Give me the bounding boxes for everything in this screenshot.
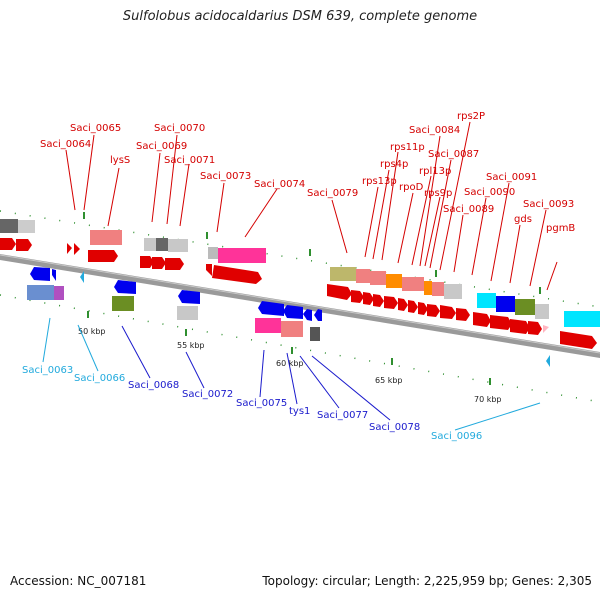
- gene-arrow: [363, 292, 374, 305]
- gene-arrow: [398, 298, 408, 311]
- feature-cluster-2: [140, 238, 266, 284]
- gene-arrow: [327, 284, 352, 300]
- gene-arrow: [178, 290, 200, 304]
- gene-label[interactable]: Saci_0068: [128, 380, 179, 391]
- scale-label: 60 kbp: [276, 359, 304, 368]
- gene-arrow: [140, 256, 154, 268]
- gene-arrow: [52, 269, 56, 281]
- gene-label[interactable]: Saci_0074: [254, 179, 305, 190]
- feature-cluster-1: [0, 219, 122, 262]
- gene-label[interactable]: Saci_0089: [443, 204, 494, 215]
- scale-label: 55 kbp: [177, 341, 205, 350]
- major-ticks: [83, 212, 541, 385]
- gene-label[interactable]: rpoD: [399, 182, 424, 193]
- gene-arrow: [384, 296, 398, 309]
- gene-label[interactable]: Saci_0084: [409, 125, 460, 136]
- map-title: Sulfolobus acidocaldarius DSM 639, compl…: [122, 9, 478, 24]
- bottom-leader-lines: [42, 317, 541, 431]
- gene-label[interactable]: Saci_0066: [74, 373, 125, 384]
- gene-arrow: [67, 243, 72, 254]
- gene-label[interactable]: Saci_0072: [182, 389, 233, 400]
- gene-label[interactable]: rps9p: [424, 188, 452, 199]
- gene-arrow: [212, 265, 262, 284]
- gene-arrow: [440, 305, 456, 319]
- scale-label: 70 kbp: [474, 395, 502, 404]
- gene-label[interactable]: Saci_0075: [236, 398, 287, 409]
- gene-arrow: [152, 257, 166, 269]
- gene-label[interactable]: Saci_0070: [154, 123, 205, 134]
- gene-arrow: [30, 267, 50, 281]
- gene-arrow: [560, 331, 597, 349]
- gene-arrow: [510, 319, 530, 334]
- gene-label[interactable]: lysS: [110, 155, 130, 166]
- gene-label[interactable]: rps2P: [457, 111, 485, 122]
- gene-label[interactable]: Saci_0063: [22, 365, 73, 376]
- gene-label[interactable]: Saci_0087: [428, 149, 479, 160]
- gene-label[interactable]: gds: [514, 214, 532, 225]
- accession-text: Accession: NC_007181: [10, 574, 147, 588]
- gene-arrow: [408, 300, 418, 313]
- gene-arrow: [314, 309, 322, 321]
- gene-label[interactable]: Saci_0069: [136, 141, 187, 152]
- gene-arrow: [283, 305, 303, 319]
- gene-label[interactable]: pgmB: [546, 223, 575, 234]
- gene-label[interactable]: Saci_0096: [431, 431, 482, 442]
- gene-arrow: [114, 280, 136, 294]
- gene-arrow: [456, 308, 470, 321]
- gene-label[interactable]: rps11p: [390, 142, 425, 153]
- feature-cluster-bottom: [27, 267, 550, 367]
- gene-label[interactable]: rpl13p: [419, 166, 451, 177]
- gene-arrow: [473, 312, 491, 327]
- feature-cluster-4: [473, 293, 600, 349]
- gene-arrow: [373, 294, 384, 307]
- gene-arrow: [258, 301, 284, 316]
- top-leader-lines: [65, 121, 558, 291]
- gene-label[interactable]: Saci_0073: [200, 171, 251, 182]
- gene-arrow: [351, 290, 364, 303]
- gene-arrow: [418, 302, 428, 315]
- gene-arrow: [546, 355, 550, 367]
- gene-arrow: [74, 243, 80, 255]
- gene-label[interactable]: Saci_0065: [70, 123, 121, 134]
- gene-label[interactable]: tys1: [289, 406, 310, 417]
- gene-label[interactable]: Saci_0071: [164, 155, 215, 166]
- gene-label[interactable]: Saci_0064: [40, 139, 91, 150]
- backbone-highlight: [0, 254, 600, 354]
- feature-cluster-3: [327, 267, 470, 321]
- gene-arrow: [543, 325, 549, 333]
- gene-arrow: [528, 321, 542, 335]
- gene-label[interactable]: Saci_0091: [486, 172, 537, 183]
- gene-arrow: [80, 271, 84, 283]
- gene-label[interactable]: Saci_0090: [464, 187, 515, 198]
- gene-arrow: [0, 238, 16, 250]
- gene-arrow: [88, 250, 118, 262]
- gene-arrow: [165, 258, 184, 270]
- gene-arrow: [303, 309, 312, 321]
- gene-arrow: [490, 315, 512, 330]
- gene-arrow: [427, 304, 440, 317]
- gene-label[interactable]: Saci_0079: [307, 188, 358, 199]
- genome-summary-text: Topology: circular; Length: 2,225,959 bp…: [262, 574, 592, 588]
- gene-label[interactable]: Saci_0078: [369, 422, 420, 433]
- gene-arrow: [206, 264, 212, 276]
- gene-label[interactable]: Saci_0077: [317, 410, 368, 421]
- gene-label[interactable]: rps13p: [362, 176, 397, 187]
- gene-label[interactable]: rps4p: [380, 159, 408, 170]
- gene-arrow: [16, 239, 32, 251]
- gene-label[interactable]: Saci_0093: [523, 199, 574, 210]
- scale-label: 65 kbp: [375, 376, 403, 385]
- scale-label: 50 kbp: [78, 327, 106, 336]
